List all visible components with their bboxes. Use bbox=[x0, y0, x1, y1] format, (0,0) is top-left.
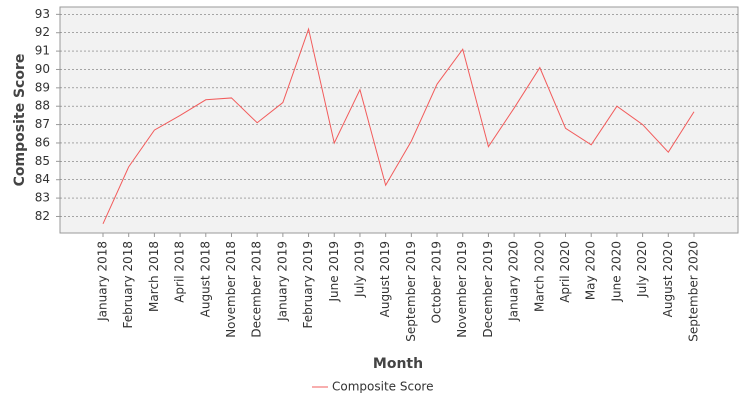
x-tick-label: November 2018 bbox=[224, 241, 238, 338]
x-tick-label: February 2018 bbox=[121, 241, 135, 329]
x-tick-label: April 2020 bbox=[558, 241, 572, 303]
y-tick-label: 84 bbox=[35, 172, 50, 186]
y-tick-label: 86 bbox=[35, 135, 50, 149]
y-tick-label: 91 bbox=[35, 44, 50, 58]
y-tick-label: 93 bbox=[35, 7, 50, 21]
x-tick-label: August 2020 bbox=[661, 241, 675, 317]
x-tick-label: May 2020 bbox=[584, 241, 598, 300]
x-tick-label: March 2020 bbox=[532, 241, 546, 312]
x-tick-label: January 2019 bbox=[275, 241, 289, 322]
x-tick-label: December 2018 bbox=[250, 241, 264, 338]
legend-label: Composite Score bbox=[332, 380, 433, 394]
line bbox=[102, 27, 695, 225]
x-tick-label: August 2018 bbox=[198, 241, 212, 317]
x-tick-label: October 2019 bbox=[430, 241, 444, 323]
x-axis-title: Month bbox=[373, 356, 423, 372]
x-tick-label: February 2019 bbox=[301, 241, 315, 329]
x-tick-label: January 2020 bbox=[507, 241, 521, 322]
y-tick-label: 83 bbox=[35, 191, 50, 205]
y-tick-label: 85 bbox=[35, 154, 50, 168]
y-tick-label: 90 bbox=[35, 62, 50, 76]
x-tick-label: September 2019 bbox=[404, 241, 418, 342]
x-tick-label: July 2019 bbox=[352, 241, 366, 298]
x-tick-label: June 2020 bbox=[609, 241, 623, 303]
x-tick-label: January 2018 bbox=[96, 241, 110, 322]
y-tick-label: 87 bbox=[35, 117, 50, 131]
x-tick-label: March 2018 bbox=[147, 241, 161, 312]
y-tick-label: 89 bbox=[35, 80, 50, 94]
x-tick-label: December 2019 bbox=[481, 241, 495, 338]
x-tick-label: July 2020 bbox=[635, 241, 649, 298]
x-tick-label: April 2018 bbox=[173, 241, 187, 303]
x-tick-label: November 2019 bbox=[455, 241, 469, 338]
x-tick-label: June 2019 bbox=[327, 241, 341, 303]
y-tick-label: 82 bbox=[35, 209, 50, 223]
y-tick-label: 88 bbox=[35, 99, 50, 113]
x-tick-label: September 2020 bbox=[687, 241, 701, 342]
y-tick-label: 92 bbox=[35, 25, 50, 39]
x-tick-label: August 2019 bbox=[378, 241, 392, 317]
y-axis-title: Composite Score bbox=[12, 54, 28, 187]
